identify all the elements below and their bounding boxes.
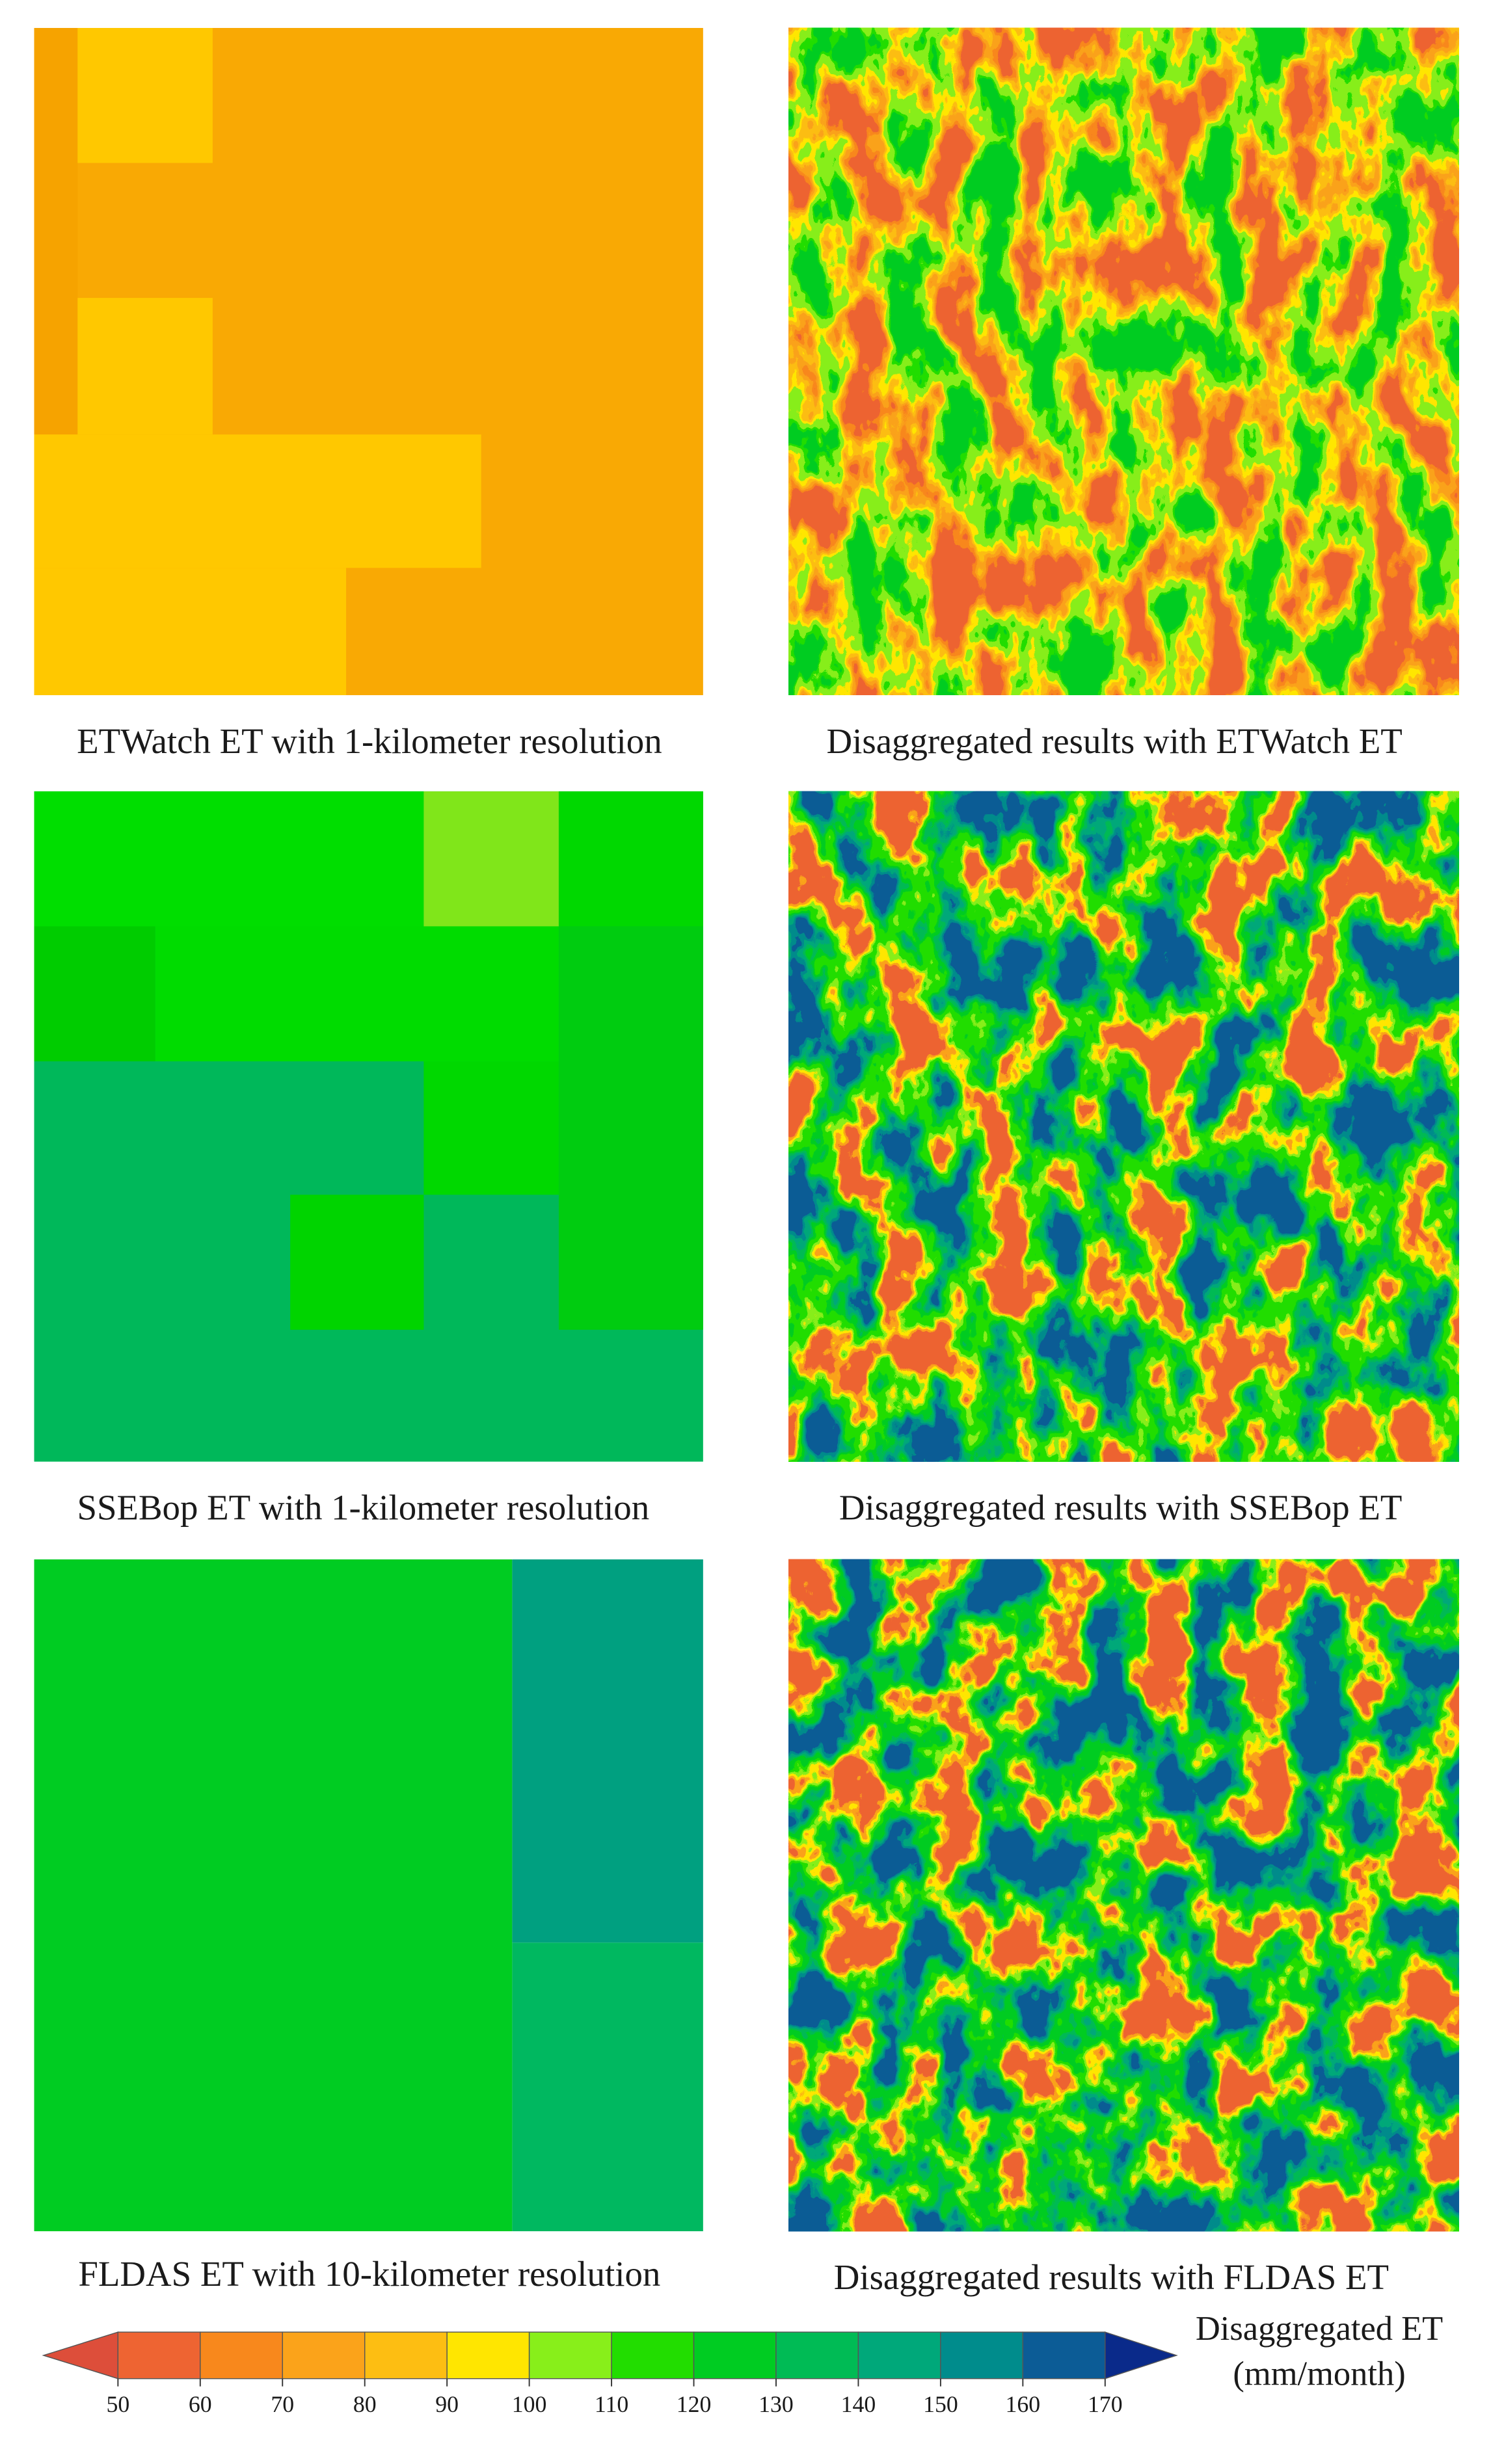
map-block [423,1061,559,1195]
map-block [512,1559,703,1943]
map-block [423,791,559,927]
caption: FLDAS ET with 10-kilometer resolution [78,2254,660,2294]
colorbar-tick-label: 70 [271,2391,294,2417]
map-block [34,434,481,568]
map-block [34,27,78,435]
colorbar-segment [1022,2331,1106,2379]
colorbar-tick-label: 50 [106,2391,129,2417]
caption: Disaggregated results with SSEBop ET [839,1488,1402,1528]
map-block [290,1195,424,1330]
map-block [34,1559,513,2232]
colorbar-tick-label: 140 [841,2391,876,2417]
colorbar-tick-label: 80 [353,2391,377,2417]
colorbar-unit: (mm/month) [1233,2355,1405,2392]
map-block [34,926,155,1062]
colorbar-tick-label: 170 [1088,2391,1123,2417]
colorbar-segment [940,2331,1024,2379]
caption: SSEBop ET with 1-kilometer resolution [77,1488,649,1528]
colorbar-segment [693,2331,777,2379]
caption: Disaggregated results with ETWatch ET [826,721,1402,761]
colorbar-tick-label: 90 [435,2391,459,2417]
colorbar-tick-label: 110 [595,2391,628,2417]
caption: Disaggregated results with FLDAS ET [834,2257,1389,2297]
map-block [155,926,559,1062]
colorbar-tick-label: 120 [677,2391,712,2417]
colorbar-tick-label: 60 [189,2391,212,2417]
map-ssebop [34,791,703,1462]
map-disaggregated-ssebop [788,791,1459,1462]
colorbar-over [1105,2331,1178,2379]
colorbar-under [42,2331,119,2379]
colorbar-tick-label: 130 [759,2391,794,2417]
colorbar-segment [528,2331,612,2379]
colorbar-segment [117,2331,201,2379]
map-fldas [34,1559,703,2232]
colorbar-title: Disaggregated ET [1196,2310,1443,2348]
colorbar-segment [364,2331,448,2379]
colorbar-segment [611,2331,695,2379]
map-disaggregated-etwatch [788,27,1459,695]
map-block [34,568,347,695]
map-block [558,926,703,1330]
colorbar-tick-label: 100 [512,2391,547,2417]
map-etwatch [34,27,703,695]
map-block [77,298,213,435]
colorbar-segment [775,2331,859,2379]
colorbar-segment [200,2331,283,2379]
colorbar-segment [446,2331,530,2379]
colorbar-segment [857,2331,941,2379]
map-block [558,791,703,927]
map-block [34,791,424,927]
colorbar-tick-label: 160 [1006,2391,1041,2417]
caption: ETWatch ET with 1-kilometer resolution [77,721,662,761]
colorbar-tick-label: 150 [923,2391,958,2417]
map-block [77,27,213,163]
map-disaggregated-fldas [788,1559,1459,2232]
colorbar-segment [282,2331,366,2379]
map-block [512,1942,703,2232]
